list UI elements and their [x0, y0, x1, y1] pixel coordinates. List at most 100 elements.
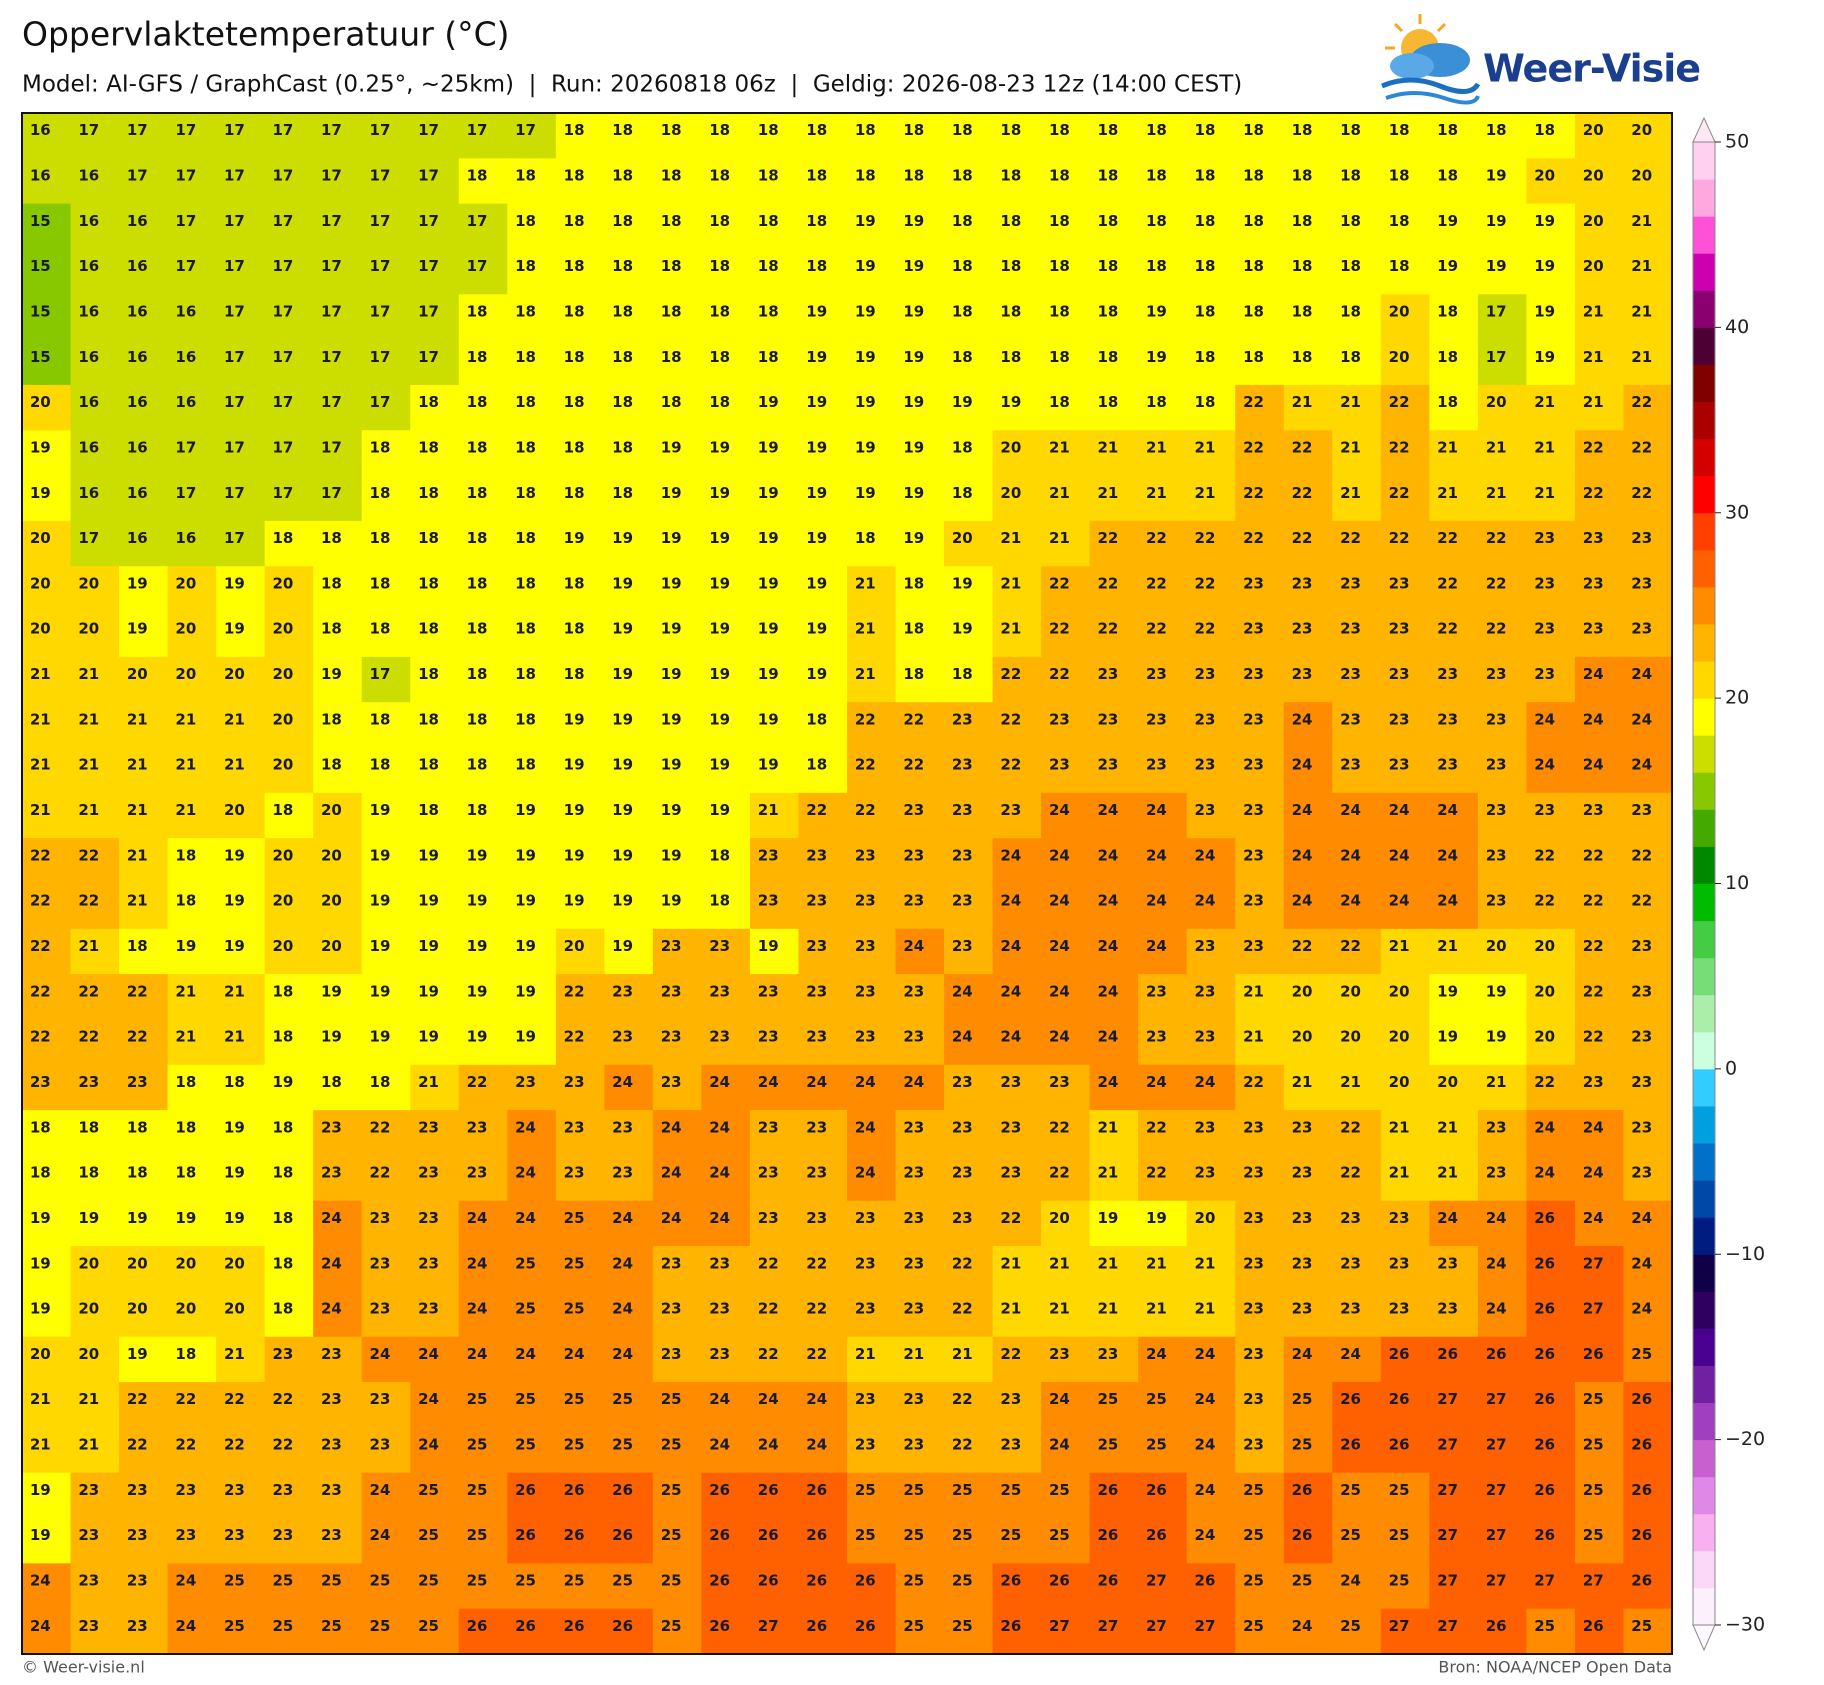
temperature-label: 24: [467, 1209, 488, 1227]
temperature-label: 23: [758, 1209, 779, 1227]
temperature-cell: [264, 430, 314, 477]
temperature-label: 18: [515, 348, 536, 366]
temperature-label: 25: [224, 1617, 245, 1635]
temperature-label: 18: [1000, 212, 1021, 230]
temperature-label: 20: [952, 529, 973, 547]
temperature-label: 20: [1631, 166, 1652, 184]
temperature-cell: [701, 294, 751, 341]
temperature-label: 18: [175, 1345, 196, 1363]
temperature-label: 18: [1243, 166, 1264, 184]
temperature-label: 18: [467, 710, 488, 728]
temperature-cell: [216, 113, 266, 159]
temperature-cell: [410, 702, 460, 749]
temperature-label: 19: [564, 710, 585, 728]
temperature-label: 24: [1146, 1073, 1167, 1091]
temperature-label: 19: [709, 710, 730, 728]
temperature-label: 23: [370, 1300, 391, 1318]
temperature-label: 25: [515, 1572, 536, 1590]
temperature-label: 18: [321, 756, 342, 774]
temperature-cell: [313, 566, 363, 613]
colorbar-band: [1693, 290, 1715, 328]
temperature-label: 19: [370, 846, 391, 864]
temperature-label: 21: [855, 1345, 876, 1363]
temperature-label: 26: [1389, 1436, 1410, 1454]
temperature-label: 18: [1049, 166, 1070, 184]
temperature-cell: [992, 384, 1042, 431]
temperature-cell: [1138, 475, 1188, 522]
temperature-label: 19: [855, 393, 876, 411]
temperature-label: 26: [1195, 1572, 1216, 1590]
temperature-label: 22: [1000, 710, 1021, 728]
temperature-cell: [1477, 656, 1528, 703]
colorbar-band: [1693, 475, 1715, 514]
temperature-label: 18: [1049, 257, 1070, 275]
temperature-label: 19: [515, 846, 536, 864]
temperature-label: 22: [78, 1028, 99, 1046]
temperature-label: 20: [175, 620, 196, 638]
colorbar-tick-label: −10: [1725, 1243, 1765, 1265]
temperature-label: 15: [30, 257, 51, 275]
temperature-label: 19: [467, 982, 488, 1000]
temperature-label: 18: [370, 529, 391, 547]
temperature-label: 18: [661, 302, 682, 320]
temperature-label: 18: [418, 620, 439, 638]
temperature-cell: [361, 339, 411, 386]
temperature-label: 23: [952, 1073, 973, 1091]
temperature-cell: [167, 792, 217, 839]
temperature-label: 20: [272, 846, 293, 864]
temperature-label: 25: [1292, 1436, 1313, 1454]
temperature-label: 18: [418, 801, 439, 819]
temperature-cell: [119, 656, 169, 703]
temperature-label: 24: [418, 1390, 439, 1408]
temperature-label: 23: [952, 710, 973, 728]
temperature-label: 24: [709, 1436, 730, 1454]
temperature-cell: [847, 339, 897, 386]
temperature-label: 18: [952, 484, 973, 502]
colorbar-band: [1693, 772, 1715, 810]
temperature-cell: [1089, 656, 1139, 703]
temperature-label: 17: [175, 121, 196, 139]
temperature-label: 23: [1195, 710, 1216, 728]
temperature-label: 20: [1631, 121, 1652, 139]
temperature-label: 19: [224, 892, 245, 910]
temperature-label: 24: [515, 1164, 536, 1182]
temperature-cell: [1623, 475, 1673, 522]
temperature-cell: [313, 747, 363, 794]
temperature-label: 23: [661, 1300, 682, 1318]
temperature-label: 19: [515, 982, 536, 1000]
temperature-label: 22: [1389, 529, 1410, 547]
temperature-label: 26: [758, 1572, 779, 1590]
temperature-label: 24: [1583, 756, 1604, 774]
temperature-label: 18: [709, 257, 730, 275]
temperature-label: 20: [272, 665, 293, 683]
temperature-label: 23: [1195, 1118, 1216, 1136]
temperature-cell: [701, 611, 751, 658]
temperature-label: 23: [1631, 529, 1652, 547]
temperature-cell: [798, 384, 848, 431]
temperature-label: 23: [903, 1390, 924, 1408]
temperature-label: 21: [1195, 1300, 1216, 1318]
temperature-label: 19: [806, 529, 827, 547]
temperature-label: 21: [952, 1345, 973, 1363]
temperature-label: 22: [1389, 438, 1410, 456]
temperature-label: 21: [855, 620, 876, 638]
temperature-label: 23: [1243, 1254, 1264, 1272]
temperature-label: 22: [1049, 574, 1070, 592]
temperature-label: 17: [272, 121, 293, 139]
temperature-label: 21: [1389, 937, 1410, 955]
temperature-cell: [701, 430, 751, 477]
temperature-label: 21: [1195, 484, 1216, 502]
temperature-cell: [1089, 158, 1139, 205]
temperature-label: 22: [1292, 529, 1313, 547]
temperature-cell: [1138, 248, 1188, 295]
temperature-cell: [1283, 792, 1333, 839]
temperature-cell: [992, 203, 1042, 250]
temperature-label: 23: [1534, 574, 1555, 592]
temperature-cell: [1380, 384, 1430, 431]
temperature-label: 24: [1195, 1526, 1216, 1544]
temperature-label: 26: [515, 1481, 536, 1499]
temperature-cell: [749, 294, 800, 341]
temperature-cell: [1477, 475, 1528, 522]
temperature-label: 26: [1097, 1481, 1118, 1499]
temperature-label: 23: [1292, 574, 1313, 592]
